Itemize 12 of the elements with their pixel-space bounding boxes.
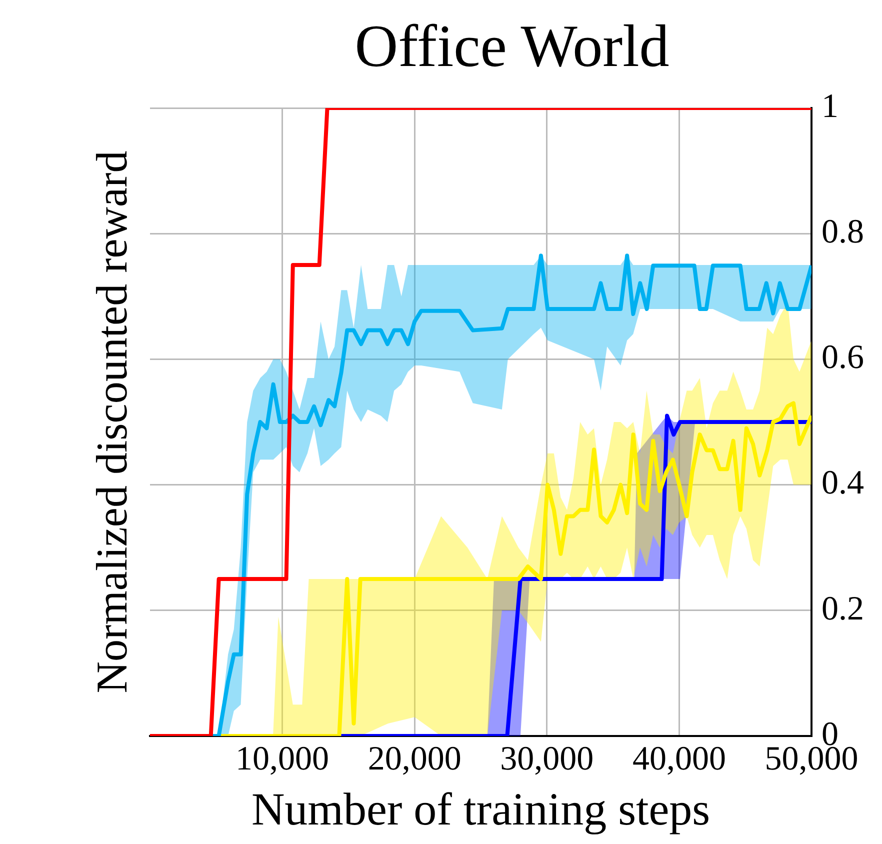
x-tick-label: 10,000 [236,740,330,778]
x-tick-label: 40,000 [632,740,726,778]
y-tick-label: 0.8 [822,214,864,251]
x-tick-label: 20,000 [368,740,462,778]
x-axis-title: Number of training steps [251,783,710,834]
y-axis-title: Normalized discounted reward [88,150,137,694]
y-tick-label: 1 [822,88,838,125]
y-tick-label: 0.6 [822,339,864,376]
y-tick-label: 0.2 [822,590,864,628]
chart-title: Office World [354,12,670,79]
x-tick-label: 30,000 [500,740,594,778]
y-tick-label: 0.4 [822,464,864,502]
